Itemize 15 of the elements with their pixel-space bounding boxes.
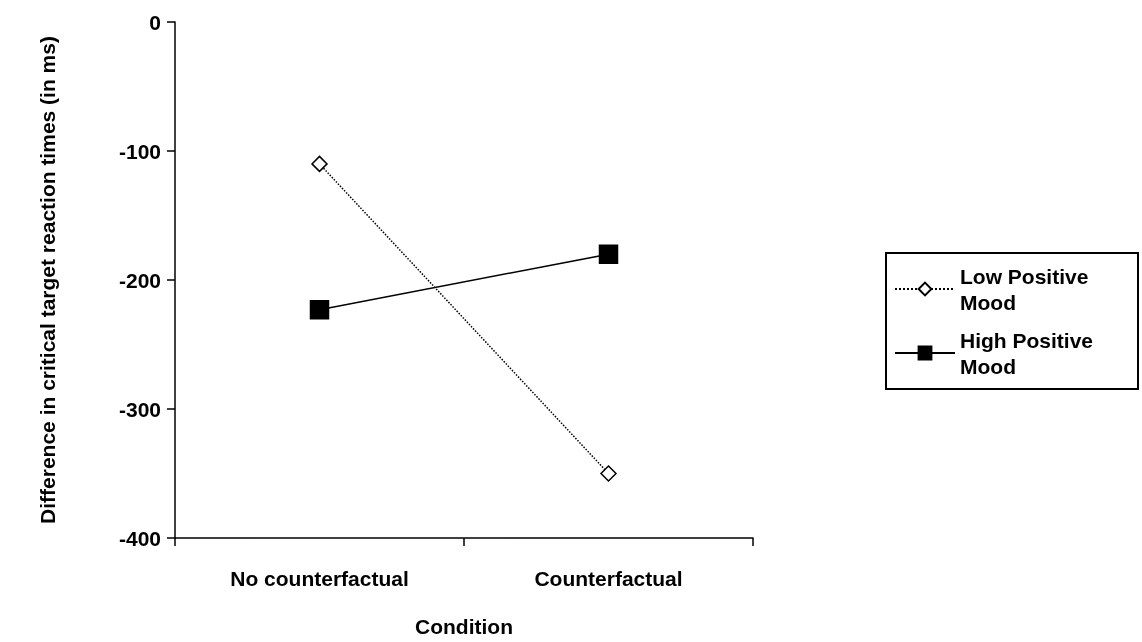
y-tick-label: 0 [149, 10, 161, 34]
point [598, 244, 619, 264]
legend-label: Low Positive Mood [960, 264, 1095, 314]
y-tick-label: -100 [118, 139, 161, 163]
legend-label: High Positive Mood [960, 328, 1099, 378]
y-tick-label: -300 [118, 397, 161, 421]
x-tick-label: Counterfactual [534, 567, 683, 590]
y-tick-label: -400 [118, 526, 161, 550]
x-tick-label: No counterfactual [230, 567, 409, 590]
point [311, 155, 328, 173]
point [309, 299, 330, 320]
y-tick-label: -200 [118, 268, 161, 292]
y-axis-title: Difference in critical target reaction times (in ms) [35, 36, 59, 524]
point [600, 465, 617, 482]
x-axis-title: Condition [415, 615, 513, 638]
